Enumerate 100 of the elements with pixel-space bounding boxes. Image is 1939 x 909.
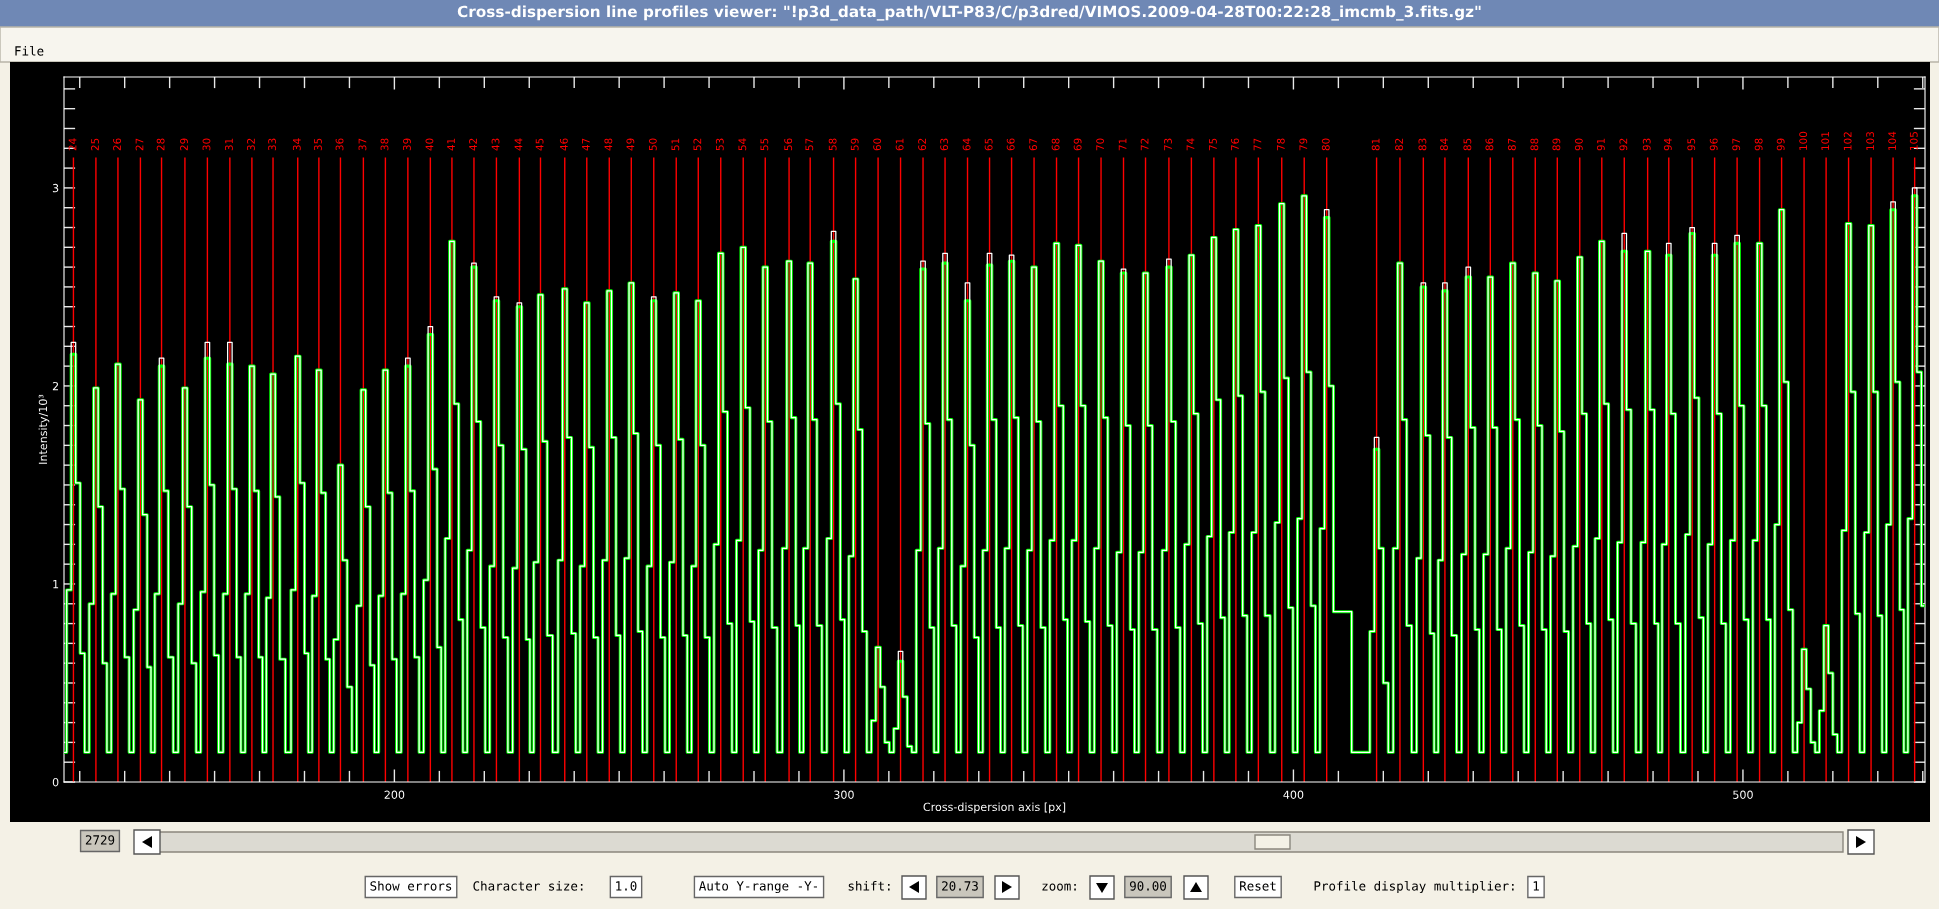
annotation: 47: [582, 138, 590, 151]
annotation: 32: [247, 138, 255, 151]
annotation: 87: [1507, 138, 1516, 151]
annotation: 57: [805, 138, 814, 151]
annotation: 40: [425, 138, 434, 151]
annotation: 67: [1029, 138, 1038, 151]
text: Show errors: [370, 880, 452, 891]
text: 20.73: [942, 881, 978, 891]
text: Auto Y-range -Y-: [699, 881, 818, 894]
annotation: 95: [1687, 138, 1696, 151]
annotation: 103: [1866, 131, 1875, 150]
annotation: 76: [1231, 138, 1239, 151]
annotation: 72: [1140, 138, 1149, 151]
annotation: 27: [135, 138, 144, 151]
annotation: 101: [1821, 132, 1830, 150]
text: 1.0: [616, 881, 637, 891]
annotation: 63: [940, 138, 949, 151]
annotation: 38: [380, 138, 389, 151]
annotation: 56: [784, 138, 793, 151]
text: shift:: [848, 880, 890, 891]
text: 2729: [85, 835, 115, 845]
annotation: 77: [1253, 138, 1262, 151]
annotation: 80: [1321, 138, 1330, 151]
annotation: 65: [984, 138, 993, 151]
annotation: 50: [648, 138, 657, 151]
annotation: 60: [873, 138, 882, 151]
annotation: 45: [535, 138, 544, 151]
annotation: 102: [1843, 132, 1852, 150]
annotation: 26: [113, 138, 121, 151]
annotation: 100: [1799, 131, 1808, 150]
annotation: 41: [447, 138, 455, 151]
annotation: 25: [91, 138, 99, 151]
annotation: 58: [828, 138, 837, 151]
annotation: 35: [314, 138, 322, 151]
x-tick-label: 200: [384, 790, 405, 799]
annotation: 55: [760, 138, 769, 151]
x-tick-label: 300: [834, 790, 854, 799]
y-tick-label: 0: [52, 777, 59, 787]
annotation: 75: [1209, 138, 1217, 151]
x-tick-label: 400: [1283, 790, 1304, 799]
annotation: 69: [1073, 138, 1082, 151]
annotation: 94: [1663, 138, 1672, 151]
annotation: 93: [1642, 138, 1651, 151]
annotation: 84: [1440, 138, 1448, 151]
annotation: 89: [1552, 138, 1561, 151]
annotation: 105: [1909, 132, 1918, 150]
text: Profile display multiplier:: [1314, 880, 1514, 894]
y-tick-label: 3: [52, 183, 59, 193]
annotation: 78: [1276, 138, 1285, 151]
annotation: 62: [918, 138, 927, 151]
y-axis-title: Intensity/10³: [38, 394, 50, 464]
annotation: 36: [335, 138, 344, 151]
annotation: 92: [1619, 138, 1628, 151]
chart-title: Cross-dispersion line profiles viewer: "!p3d_data_path/VLT-P83/C/p3dred/VIMOS.2009-04-28T00:22:28_imcmb_3.fits.gz": [457, 5, 1481, 21]
annotation: 28: [156, 138, 165, 151]
annotation: 90: [1574, 138, 1583, 151]
annotation: 68: [1051, 138, 1060, 151]
annotation: 34: [292, 138, 301, 151]
annotation: 99: [1776, 138, 1785, 151]
annotation: 79: [1299, 138, 1308, 151]
annotation: 46: [559, 138, 568, 151]
annotation: 91: [1596, 138, 1605, 151]
annotation: 54: [738, 138, 747, 151]
annotation: 74: [1186, 138, 1195, 151]
annotation: 53: [715, 138, 724, 151]
annotation: 66: [1006, 138, 1015, 151]
annotation: 52: [693, 138, 702, 151]
annotation: 71: [1118, 138, 1127, 151]
annotation: 104: [1888, 131, 1897, 150]
x-tick-label: 500: [1733, 790, 1753, 799]
annotation: 43: [491, 138, 500, 151]
text: 1: [1533, 881, 1539, 891]
annotation: 30: [202, 138, 211, 151]
annotation: 42: [469, 138, 477, 151]
annotation: 73: [1164, 138, 1172, 151]
annotation: 44: [514, 138, 523, 151]
annotation: 61: [895, 138, 904, 151]
text: Character size:: [473, 880, 583, 891]
annotation: 82: [1395, 138, 1403, 151]
annotation: 29: [180, 138, 188, 151]
annotation: 33: [268, 138, 277, 151]
text: File: [15, 45, 44, 56]
annotation: 59: [850, 138, 859, 151]
annotation: 70: [1096, 138, 1105, 151]
annotation: 98: [1754, 138, 1763, 151]
annotation: 31: [225, 138, 233, 151]
text: Reset: [1240, 881, 1276, 891]
annotation: 97: [1732, 138, 1741, 151]
annotation: 37: [358, 138, 367, 151]
text: zoom:: [1042, 883, 1076, 891]
annotation: 39: [403, 138, 411, 151]
annotation: 64: [962, 138, 971, 151]
annotation: 81: [1371, 138, 1380, 151]
annotation: 88: [1530, 138, 1539, 151]
annotation: 48: [604, 138, 613, 151]
annotation: 96: [1709, 138, 1718, 151]
annotation: 49: [626, 138, 635, 151]
annotation: 86: [1485, 138, 1494, 151]
annotation: 83: [1418, 138, 1427, 151]
text: 90.00: [1129, 881, 1166, 891]
